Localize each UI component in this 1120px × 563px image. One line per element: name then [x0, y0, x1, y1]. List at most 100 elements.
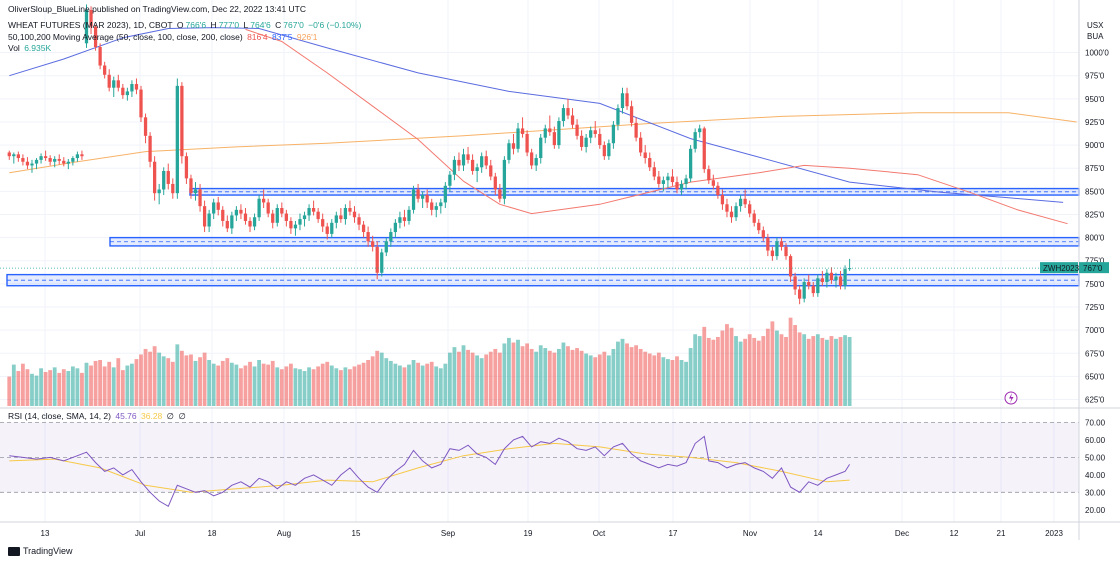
candle-body: [766, 237, 770, 251]
candle-body: [330, 222, 334, 234]
axes: 1000'0 975'0 950'0 925'0 900'0 875'0 850'0 825'…: [0, 0, 1120, 540]
candle-body: [411, 189, 416, 210]
volume-bar: [702, 326, 707, 406]
candle-body: [816, 278, 820, 294]
candle-body: [629, 106, 634, 123]
candle-body: [566, 108, 570, 116]
candle-body: [234, 209, 239, 216]
time-tick-label: Nov: [743, 529, 757, 538]
candle-body: [189, 178, 193, 194]
price-tick-label: 1000'0: [1085, 49, 1109, 58]
volume-bar: [189, 354, 193, 406]
volume-bar: [829, 336, 834, 406]
candle-body: [829, 272, 834, 281]
currency-unit: BUA: [1087, 32, 1104, 41]
candle-body: [420, 195, 425, 199]
rsi-tick-label: 60.00: [1085, 436, 1106, 445]
candle-body: [652, 167, 656, 177]
volume-bar: [761, 336, 766, 406]
volume-bar: [457, 351, 461, 406]
volume-bar: [638, 348, 643, 406]
volume-bar: [80, 372, 84, 406]
volume-bar: [257, 360, 262, 406]
volume-bar: [30, 373, 34, 406]
volume-bar: [375, 350, 380, 406]
candle-body: [371, 241, 375, 247]
volume-bar: [497, 352, 502, 406]
volume-bar: [656, 352, 661, 406]
candle-body: [684, 178, 688, 184]
volume-bar: [806, 338, 811, 406]
vol-label: Vol: [8, 43, 20, 53]
volume-bar: [529, 348, 534, 406]
candle-body: [452, 159, 457, 175]
candle-body: [380, 252, 384, 273]
volume-bar: [516, 339, 520, 406]
volume-bar: [647, 353, 652, 406]
candle-body: [725, 204, 729, 212]
ohlc-line: WHEAT FUTURES (MAR 2023), 1D, CBOT O 766'…: [8, 20, 363, 31]
candle-body: [770, 250, 775, 257]
volume-bar: [775, 330, 779, 406]
volume-bar: [261, 363, 266, 406]
candle-body: [148, 135, 152, 162]
price-tag-price-bg: [1079, 262, 1109, 274]
ma-label: 50,100,200 Moving Average (50, close, 10…: [8, 32, 243, 42]
price-tick-label: 750'0: [1085, 280, 1105, 289]
candle-body: [30, 163, 34, 166]
volume-bar: [715, 337, 720, 406]
change-value: −0'6 (−0.10%): [308, 20, 362, 30]
candle-body: [361, 224, 366, 233]
price-tick-label: 650'0: [1085, 372, 1105, 381]
candle-body: [598, 133, 602, 146]
volume-bar: [606, 355, 611, 406]
candle-body: [757, 222, 761, 231]
candle-body: [162, 170, 166, 190]
volume-bar: [743, 338, 748, 406]
volume-bar: [543, 348, 548, 406]
candle-body: [39, 156, 43, 160]
volume-bar: [443, 363, 448, 406]
candle-body: [716, 185, 720, 196]
candle-body: [198, 189, 202, 207]
support-resistance-zones: [6, 187, 1080, 287]
candle-body: [66, 161, 70, 164]
candle-body: [302, 215, 307, 220]
volume-bar: [57, 372, 62, 406]
rsi-tick-label: 30.00: [1085, 488, 1106, 497]
ma200-line: [9, 112, 1077, 174]
volume-bar: [157, 352, 162, 406]
candle-body: [520, 128, 525, 134]
volume-bar: [39, 368, 43, 406]
candle-body: [720, 195, 725, 205]
candle-body: [62, 160, 66, 164]
volume-bar: [738, 341, 743, 406]
volume-bar: [488, 351, 493, 406]
volume-bar: [352, 366, 357, 406]
price-tick-label: 950'0: [1085, 95, 1105, 104]
candle-body: [171, 183, 175, 194]
volume-bar: [343, 367, 348, 406]
volume-bar: [534, 351, 539, 406]
volume-bar: [779, 334, 784, 406]
candle-body: [743, 198, 747, 205]
candle-body: [448, 174, 452, 186]
volume-bar: [584, 353, 589, 406]
candle-body: [811, 285, 815, 294]
tradingview-footer[interactable]: TradingView: [8, 546, 73, 556]
rsi-line: [9, 435, 851, 508]
candle-body: [121, 87, 125, 96]
lightning-icon[interactable]: [1004, 391, 1018, 405]
volume-bar: [815, 334, 820, 406]
volume-bar: [16, 371, 21, 406]
time-tick-label: 13: [41, 529, 50, 538]
candle-body: [434, 206, 438, 210]
candle-body: [252, 217, 257, 227]
candle-body: [466, 154, 470, 160]
volume-bar: [338, 370, 343, 406]
volume-bar: [25, 369, 30, 406]
price-tag-price: 767'0: [1083, 264, 1103, 273]
volume-bar: [575, 348, 579, 406]
candle-body: [602, 145, 606, 157]
